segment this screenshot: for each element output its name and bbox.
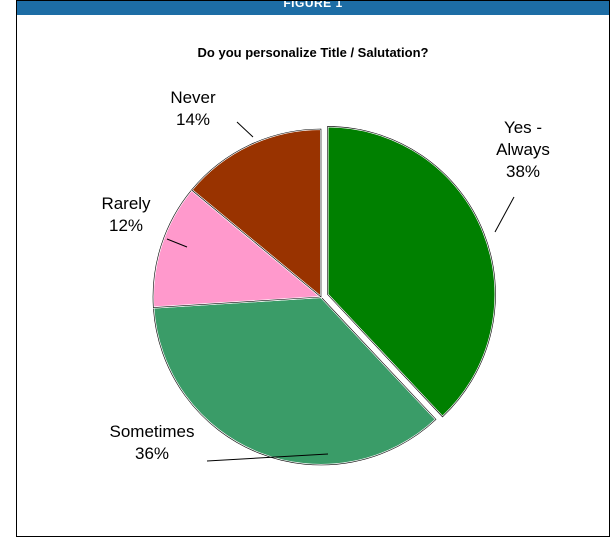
slice-name-0: Yes - (504, 118, 542, 137)
pie-slice-outline-0 (327, 126, 496, 418)
chart-title: Do you personalize Title / Salutation? (197, 45, 429, 60)
pie-chart: Yes - Always 38% Sometimes 36% Rarely 12% Never… (101, 88, 550, 466)
slice-name-0: Always (496, 140, 550, 159)
pie-slice-outline-3 (191, 128, 322, 298)
slice-label-2: Rarely 12% (101, 194, 151, 235)
slice-label-3: Never 14% (170, 88, 216, 129)
leader-line-0 (494, 196, 515, 233)
slice-percent-0: 38% (506, 162, 540, 181)
slice-name-2: Rarely (101, 194, 151, 213)
slice-percent-3: 14% (176, 110, 210, 129)
figure-label: FIGURE 1 (283, 0, 343, 10)
slice-name-1: Sometimes (109, 422, 194, 441)
slice-percent-1: 36% (135, 444, 169, 463)
pie-slice-outline-1 (153, 296, 437, 466)
pie-slice-outline-2 (152, 189, 322, 308)
slice-label-0: Yes - Always 38% (496, 118, 550, 181)
slice-percent-2: 12% (109, 216, 143, 235)
slice-name-3: Never (170, 88, 216, 107)
leader-line-3 (236, 121, 254, 138)
figure-frame: FIGURE 1 Do you personalize Title / Salu… (16, 0, 610, 537)
leader-line-1 (206, 453, 329, 462)
figure-label-bar: FIGURE 1 (17, 1, 609, 15)
leader-line-2 (166, 238, 188, 248)
slice-label-1: Sometimes 36% (109, 422, 194, 463)
